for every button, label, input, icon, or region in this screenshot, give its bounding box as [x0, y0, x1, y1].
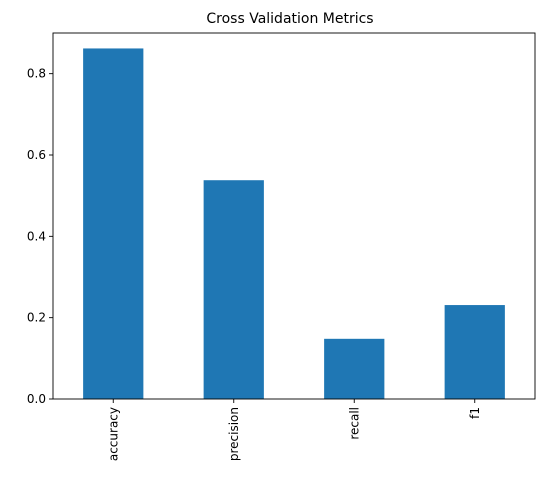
- plot-frame: [52, 32, 536, 400]
- y-tick-label: 0.8: [27, 67, 46, 81]
- y-tick-label: 0.4: [27, 229, 46, 243]
- bar-recall: [324, 338, 385, 399]
- x-axis: accuracy precision recall f1: [106, 399, 482, 461]
- y-tick-label: 0.2: [27, 311, 46, 325]
- bar-f1: [444, 305, 505, 399]
- bar-accuracy: [83, 48, 144, 399]
- x-tick-label: f1: [468, 407, 482, 419]
- y-axis: 0.0 0.2 0.4 0.6 0.8: [27, 67, 53, 406]
- x-tick-label: accuracy: [106, 407, 120, 461]
- x-tick-label: recall: [347, 407, 361, 440]
- x-tick-label: precision: [227, 407, 241, 461]
- y-tick-label: 0.6: [27, 148, 46, 162]
- bar-precision: [203, 180, 264, 399]
- bars-layer: [83, 48, 505, 399]
- y-tick-label: 0.0: [27, 392, 46, 406]
- chart-title: Cross Validation Metrics: [206, 11, 373, 27]
